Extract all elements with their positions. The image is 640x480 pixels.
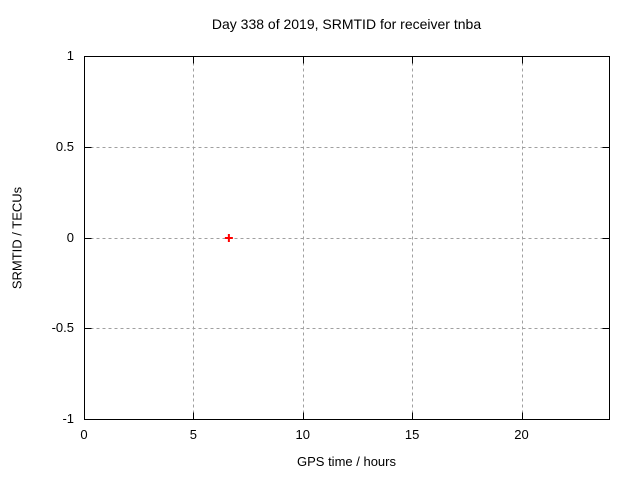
y-tick-label: -1 <box>62 411 74 426</box>
plot-border <box>84 56 610 420</box>
x-tick-label: 15 <box>404 427 420 442</box>
x-tick-label: 5 <box>189 427 197 442</box>
plot-canvas <box>84 56 610 420</box>
y-tick-label: -0.5 <box>51 320 74 336</box>
x-tick-label: 20 <box>514 427 529 442</box>
y-tick-label: 0.5 <box>55 138 74 154</box>
data-point-marker <box>224 234 233 242</box>
x-tick-label: 10 <box>295 427 310 442</box>
y-tick-label: 1 <box>66 48 74 63</box>
y-tick-label: 0 <box>66 229 74 245</box>
x-axis-label: GPS time / hours <box>297 454 396 469</box>
chart-title: Day 338 of 2019, SRMTID for receiver tnb… <box>211 16 482 32</box>
x-tick-label: 0 <box>80 427 88 442</box>
